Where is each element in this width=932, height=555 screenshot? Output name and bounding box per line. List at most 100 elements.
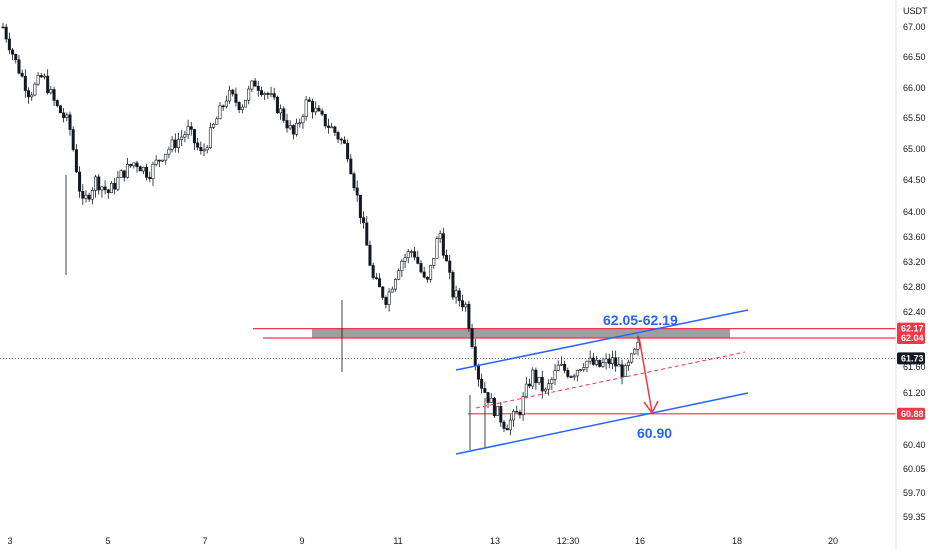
candle-body [480,378,484,389]
candle-body [422,271,426,278]
candle-body [425,276,429,280]
candle-body [7,38,11,51]
x-tick-label: 5 [105,536,110,546]
candle-body [585,360,589,368]
candle-body [508,419,512,431]
candle-body [326,125,330,128]
candle-body [582,367,586,370]
candle-body [617,364,621,367]
candle-body [263,93,267,95]
candle-body [610,357,614,364]
candle-body [221,105,225,108]
candle-body [575,370,579,377]
candle-body [409,251,413,253]
candle-body [272,93,276,98]
candle-body [464,303,468,308]
y-tick-label: 60.05 [903,464,926,474]
candle-body [352,173,356,189]
candle-body [212,123,216,128]
candle-body [228,89,232,102]
candle-body [636,341,640,350]
candle-body [125,163,129,178]
candle-body [39,75,43,78]
candle-body [543,388,547,392]
projection-arrowhead [643,400,659,415]
candle-body [476,365,480,380]
y-tick-label: 64.50 [903,175,926,185]
candle-body [588,357,592,362]
current-price-tag-bg [897,352,925,365]
candle-body [381,286,385,298]
y-tick-label: 65.50 [903,113,926,123]
candle-body [451,272,455,298]
y-tick-label: 63.60 [903,232,926,242]
channel-upper-line [455,309,749,371]
candle-body [598,359,602,367]
candle-body [119,170,123,178]
level-price-tag: 62.17 [901,324,924,334]
candle-body [320,110,324,115]
candle-body [540,376,544,392]
candle-body [269,93,273,95]
candle-body [614,357,618,367]
y-tick-label: 66.00 [903,83,926,93]
x-tick-label: 3 [7,536,12,546]
candle-body [515,411,519,413]
y-tick-label: 63.20 [903,257,926,267]
candle-body [601,362,605,367]
x-tick-label: 18 [732,536,742,546]
candle-body [323,114,327,127]
candle-body [68,114,72,130]
candle-body [247,88,251,101]
x-tick-label: 7 [202,536,207,546]
y-tick-label: 59.35 [903,512,926,522]
candle-body [563,363,567,371]
candle-body [393,279,397,290]
candle-body [547,383,551,390]
candle-body [342,139,346,144]
candle-body [231,89,235,95]
candle-body [314,107,318,113]
candle-body [524,383,528,397]
candle-body [218,105,222,120]
y-tick-label: 61.20 [903,388,926,398]
level-price-tag: 62.04 [901,333,924,343]
candle-body [129,163,133,167]
candle-body [157,159,161,162]
candle-body [97,176,101,191]
candle-body [301,116,305,124]
candle-body [390,288,394,293]
x-tick-label: 16 [635,536,645,546]
y-tick-label: 62.40 [903,307,926,317]
candle-body [1,26,5,29]
candle-body [566,370,570,377]
candle-body [224,100,228,107]
candle-body [330,126,334,129]
candle-body [518,411,522,416]
candle-body [103,186,107,191]
candle-body [419,263,423,273]
candle-body [505,428,509,431]
candle-body [559,363,563,366]
candle-body [180,136,184,140]
candle-body [90,190,94,200]
y-tick-label: 61.60 [903,362,926,372]
y-tick-label: 64.00 [903,207,926,217]
zone-annotation: 62.05-62.19 [603,312,678,328]
candle-body [460,300,464,308]
candle-body [371,265,375,278]
y-tick-label: 60.40 [903,440,926,450]
candle-body [55,100,59,107]
candle-body [183,134,187,138]
candle-body [333,126,337,133]
candle-body [489,397,493,403]
candle-body [215,118,219,125]
x-tick-label: 11 [393,536,402,546]
y-tick-label: 66.50 [903,52,926,62]
candle-body [199,147,203,151]
candle-body [346,142,350,160]
candle-body [189,126,193,130]
